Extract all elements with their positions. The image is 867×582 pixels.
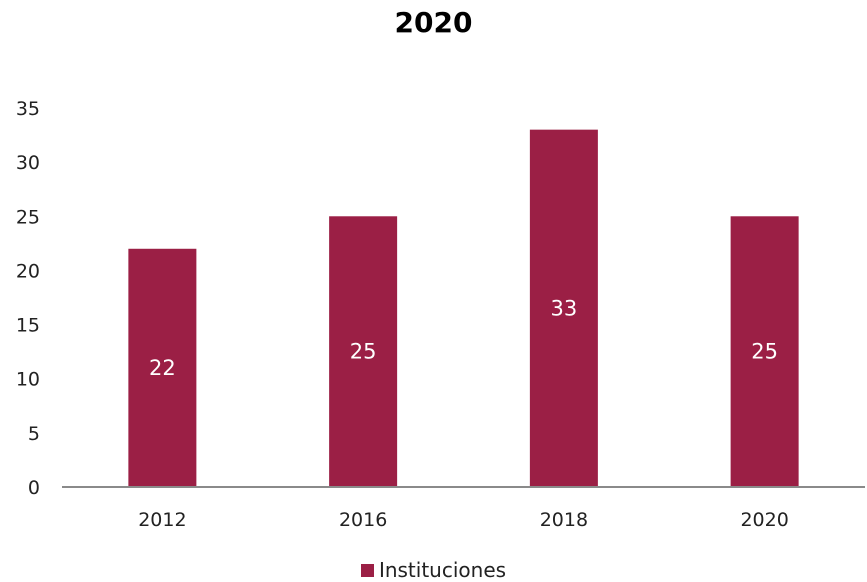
x-tick-label: 2016 (339, 509, 387, 531)
bar (529, 129, 598, 487)
legend-label: Instituciones (378, 558, 507, 582)
y-tick-label: 10 (16, 369, 40, 391)
bar-data-label: 25 (751, 340, 778, 364)
y-tick-label: 30 (16, 152, 40, 174)
bar (730, 216, 799, 488)
bar (329, 216, 398, 488)
y-axis: 0 5 10 15 20 25 30 35 (16, 98, 40, 499)
y-tick-label: 25 (16, 206, 40, 228)
bar (128, 248, 197, 487)
y-tick-label: 15 (16, 315, 40, 337)
y-tick-label: 35 (16, 98, 40, 120)
x-tick-label: 2020 (740, 509, 788, 531)
legend-swatch (360, 563, 374, 577)
bar-data-label: 25 (350, 340, 377, 364)
bar-data-label: 22 (149, 356, 176, 380)
x-axis: 2012 2016 2018 2020 (62, 486, 865, 531)
bars: 22 25 33 25 (128, 129, 799, 488)
y-tick-label: 5 (28, 423, 40, 445)
x-tick-label: 2018 (540, 509, 588, 531)
y-tick-label: 0 (28, 477, 40, 499)
bar-chart: 0 5 10 15 20 25 30 35 22 25 33 25 2012 2016 2018 2020 (16, 98, 865, 531)
y-tick-label: 20 (16, 260, 40, 282)
bar-data-label: 33 (551, 296, 578, 320)
legend: Instituciones (0, 558, 867, 582)
x-tick-label: 2012 (138, 509, 186, 531)
chart-title: 2020 (394, 6, 473, 39)
